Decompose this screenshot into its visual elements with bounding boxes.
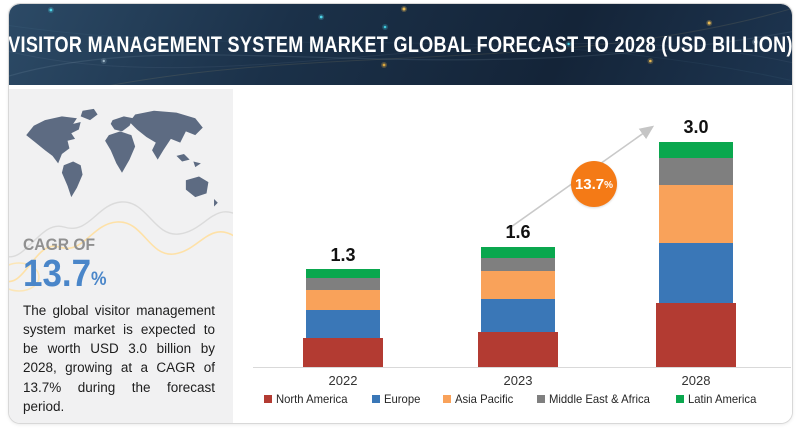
- legend-label: Middle East & Africa: [548, 392, 650, 406]
- legend-label: Asia Pacific: [454, 392, 514, 406]
- legend-item-latin-america: Latin America: [676, 392, 761, 406]
- cagr-growth-badge: 13.7%: [571, 161, 617, 207]
- bar-segment-latin-america: [659, 141, 733, 159]
- stacked-bar-chart: 1.3 1.6 3.0 2022 2023 2028 North America Euro…: [233, 89, 792, 423]
- cagr-value: 13.7: [23, 253, 92, 295]
- content-area: CAGR OF 13.7 % The global visitor manage…: [9, 89, 792, 423]
- network-lines-decoration: [9, 6, 792, 85]
- infographic-card: VISITOR MANAGEMENT SYSTEM MARKET GLOBAL …: [8, 3, 793, 424]
- bar-segment-europe: [659, 243, 733, 304]
- value-label-2028: 3.0: [683, 117, 709, 137]
- page-title: VISITOR MANAGEMENT SYSTEM MARKET GLOBAL …: [9, 31, 792, 57]
- bar-segment-middle-east-africa: [659, 158, 733, 185]
- bar-2028: [656, 141, 736, 367]
- legend-label: Latin America: [688, 392, 757, 406]
- bar-segment-middle-east-africa: [481, 258, 555, 271]
- x-tick-2028: 2028: [681, 373, 711, 388]
- bar-segment-asia-pacific: [306, 289, 380, 310]
- badge-unit: %: [604, 180, 614, 191]
- header-divider: [9, 85, 792, 89]
- legend-marker: [372, 395, 381, 403]
- legend-item-asia-pacific: Asia Pacific: [442, 392, 517, 406]
- legend-marker: [536, 395, 545, 403]
- summary-sidebar: CAGR OF 13.7 % The global visitor manage…: [9, 89, 233, 423]
- bar-segment-north-america: [656, 303, 736, 367]
- legend-label: Europe: [384, 392, 421, 406]
- bar-segment-middle-east-africa: [306, 278, 380, 290]
- legend-marker: [442, 395, 451, 403]
- value-label-2022: 1.3: [330, 244, 356, 265]
- cagr-block: CAGR OF 13.7 %: [23, 235, 114, 293]
- title-banner: VISITOR MANAGEMENT SYSTEM MARKET GLOBAL …: [9, 4, 792, 85]
- glow-dots: [47, 6, 759, 68]
- bar-2022: [303, 269, 383, 367]
- market-summary-text: The global visitor management system mar…: [23, 303, 215, 414]
- value-label-2023: 1.6: [505, 222, 531, 242]
- x-tick-2023: 2023: [503, 373, 533, 388]
- badge-value: 13.7: [574, 175, 605, 193]
- bar-segment-north-america: [303, 337, 383, 367]
- bar-segment-asia-pacific: [659, 184, 733, 244]
- bar-segment-latin-america: [306, 269, 380, 279]
- legend-item-europe: Europe: [372, 392, 423, 406]
- bar-segment-north-america: [478, 331, 558, 367]
- x-tick-2022: 2022: [328, 373, 358, 388]
- legend-label: North America: [276, 392, 348, 406]
- cagr-unit: %: [91, 269, 107, 290]
- legend-marker: [264, 395, 273, 403]
- world-map-icon: [26, 108, 218, 207]
- bar-segment-europe: [306, 309, 380, 338]
- legend-item-north-america: North America: [264, 392, 352, 406]
- cagr-label: CAGR OF: [23, 235, 96, 254]
- legend-item-middle-east-africa: Middle East & Africa: [536, 392, 656, 406]
- bar-segment-latin-america: [481, 246, 555, 259]
- x-axis-line: [253, 367, 791, 368]
- legend-marker: [676, 395, 685, 403]
- bar-segment-asia-pacific: [481, 270, 555, 299]
- chart-legend: North America Europe Asia Pacific Middle Ea…: [233, 392, 792, 406]
- bar-2023: [478, 246, 558, 367]
- bar-segment-europe: [481, 298, 555, 332]
